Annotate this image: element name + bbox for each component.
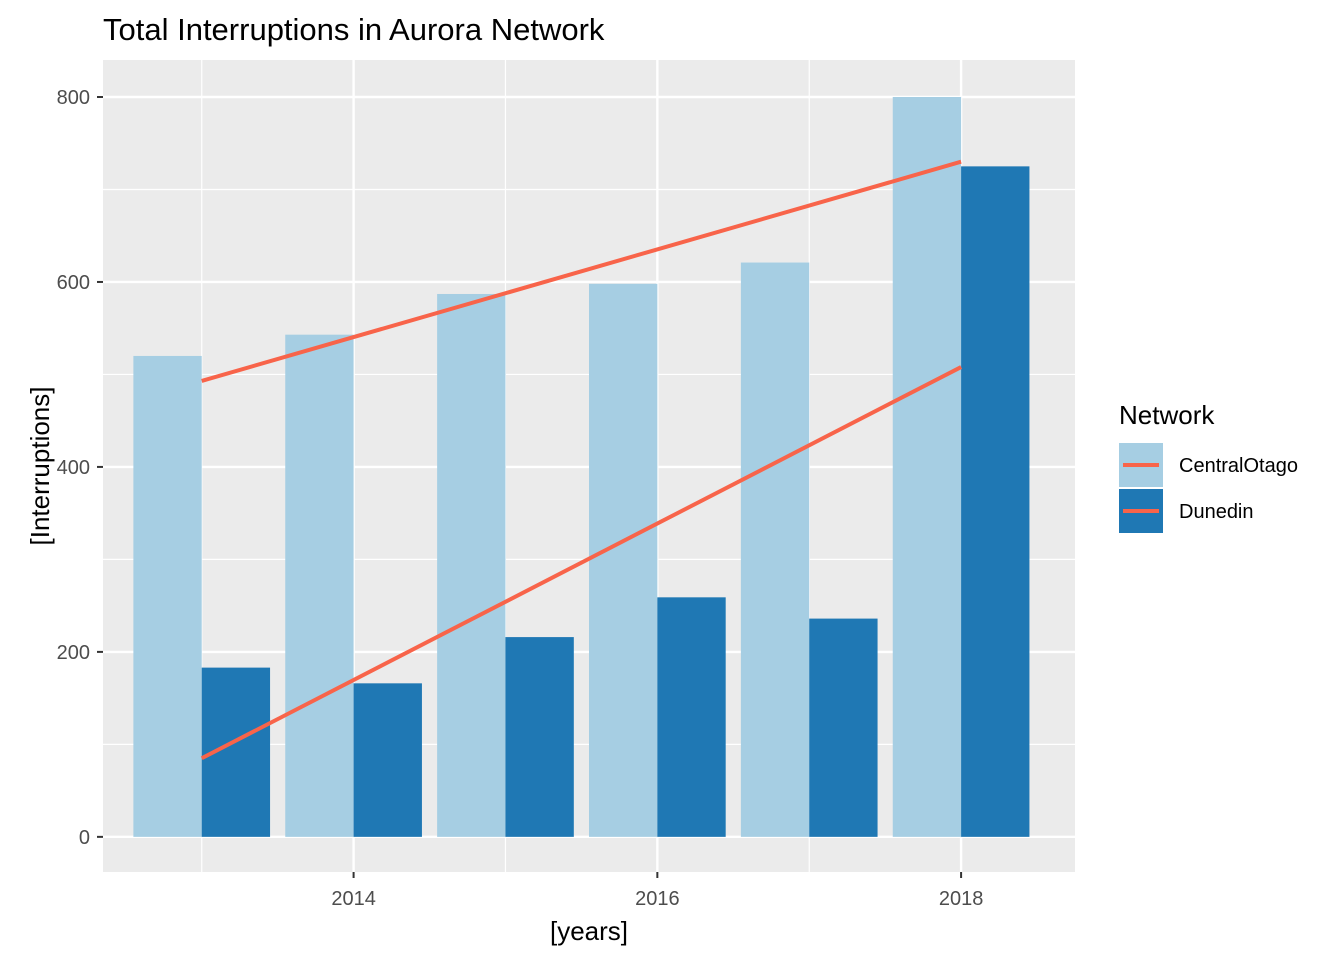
y-tick-label: 800 [57,87,90,109]
y-tick-label: 200 [57,642,90,664]
axes: 0 200 400 600 800 2014 2016 2018 [57,87,984,910]
bar-centralotago-2015 [437,293,506,837]
bar-centralotago-2018 [892,96,962,837]
y-tick-label: 400 [57,457,90,479]
bar-centralotago-2016 [589,283,658,837]
x-tick-label: 2016 [635,888,680,910]
bar-centralotago-2017 [740,262,810,837]
legend: Network CentralOtago Dunedin [1119,400,1298,533]
bar-centralotago-2013 [133,355,202,837]
bar-dunedin-2017 [809,618,878,837]
bar-dunedin-2015 [505,637,574,837]
y-tick-label: 0 [79,827,90,849]
bar-centralotago-2014 [285,334,354,837]
trend-line-centralotago [201,159,962,383]
x-axis-title: [years] [550,916,628,946]
y-axis-title: [Interruptions] [25,387,55,546]
legend-label-centralotago: CentralOtago [1179,455,1298,477]
x-tick-label: 2018 [939,888,984,910]
trend-lines [200,159,963,761]
bar-dunedin-2016 [657,597,726,837]
legend-label-dunedin: Dunedin [1179,501,1254,523]
bars [133,96,1030,837]
x-tick-label: 2014 [331,888,376,910]
y-tick-label: 600 [57,272,90,294]
chart-title: Total Interruptions in Aurora Network [103,12,605,47]
trend-line-dunedin [200,365,963,761]
bar-dunedin-2018 [961,166,1030,837]
bar-dunedin-2014 [353,683,422,837]
legend-title: Network [1119,400,1215,430]
